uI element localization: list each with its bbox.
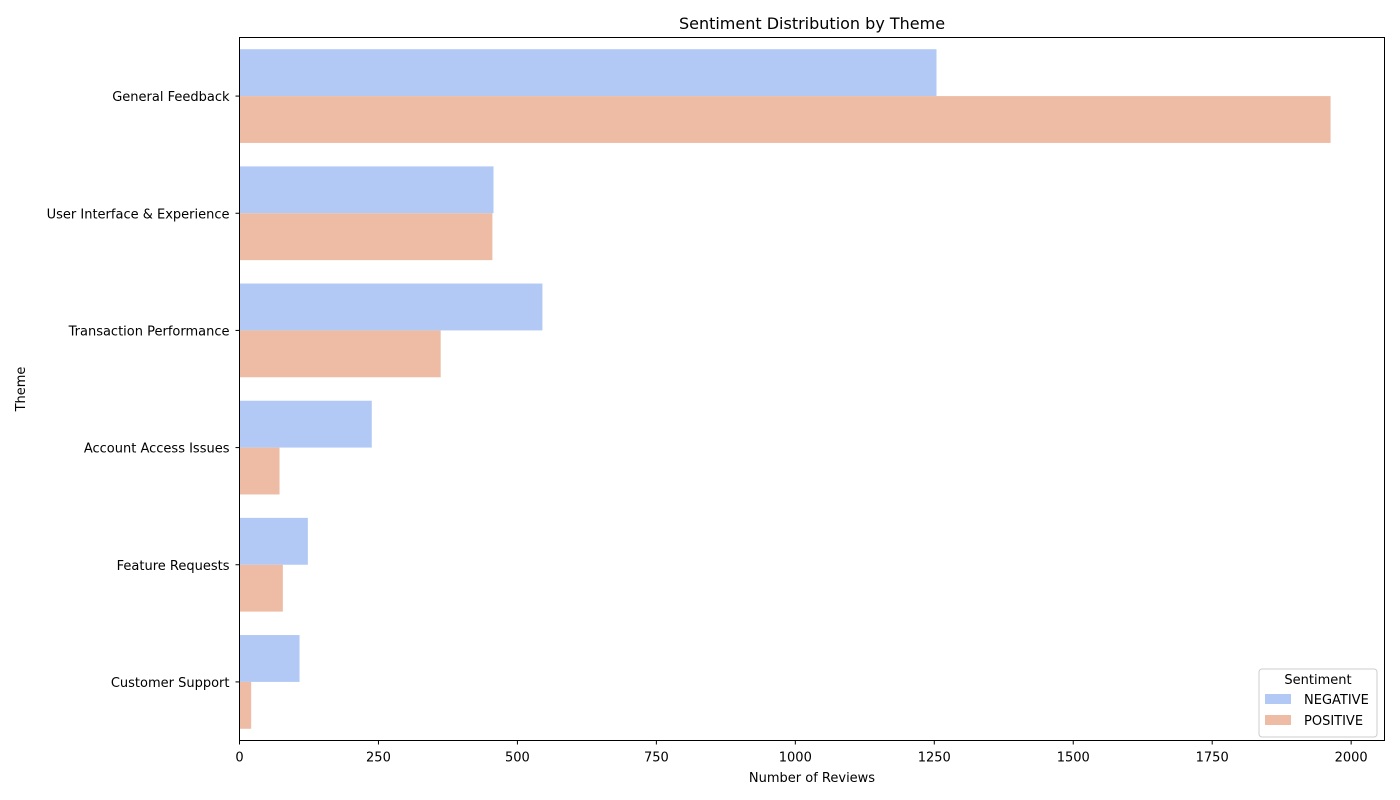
legend-items: NEGATIVE POSITIVE [1265, 693, 1369, 729]
y-tick-label: Customer Support [111, 676, 230, 691]
x-axis-ticks: 0 250 500 750 1000 1250 1500 1750 2000 [235, 740, 1368, 766]
legend-title: Sentiment [1284, 673, 1351, 688]
x-tick-label: 250 [366, 751, 391, 766]
plot-frame [239, 37, 1385, 741]
y-axis-label: Theme [14, 367, 29, 413]
bar-positive-4 [239, 564, 283, 612]
bar-negative-4 [239, 517, 308, 565]
x-tick-label: 0 [235, 751, 243, 766]
bar-positive-1 [239, 213, 493, 261]
bar-positive-3 [239, 447, 280, 495]
legend-label-negative: NEGATIVE [1304, 693, 1369, 708]
bars [239, 49, 1331, 729]
bar-positive-5 [239, 681, 252, 729]
x-tick-label: 2000 [1335, 751, 1368, 766]
x-tick-label: 1250 [918, 751, 951, 766]
y-tick-label: Transaction Performance [68, 324, 230, 339]
x-tick-label: 1500 [1057, 751, 1090, 766]
x-tick-label: 500 [505, 751, 530, 766]
legend-swatch-negative [1265, 694, 1291, 704]
legend-swatch-positive [1265, 715, 1291, 725]
x-tick-label: 1000 [779, 751, 812, 766]
bar-negative-5 [239, 635, 300, 682]
chart-title: Sentiment Distribution by Theme [679, 14, 945, 33]
bar-negative-2 [239, 283, 543, 331]
y-axis-ticks: General Feedback User Interface & Experie… [47, 90, 240, 691]
bar-positive-2 [239, 330, 441, 378]
legend-label-positive: POSITIVE [1304, 714, 1363, 729]
y-tick-label: User Interface & Experience [47, 207, 230, 222]
bar-negative-3 [239, 400, 372, 448]
x-tick-label: 750 [644, 751, 669, 766]
x-axis-label: Number of Reviews [749, 771, 875, 786]
y-tick-label: Feature Requests [117, 559, 230, 574]
y-tick-label: Account Access Issues [84, 442, 230, 457]
bar-negative-0 [239, 49, 937, 97]
legend: Sentiment NEGATIVE POSITIVE [1258, 668, 1378, 738]
bar-negative-1 [239, 166, 494, 214]
x-tick-label: 1750 [1196, 751, 1229, 766]
bar-positive-0 [239, 96, 1331, 143]
y-tick-label: General Feedback [112, 90, 230, 105]
